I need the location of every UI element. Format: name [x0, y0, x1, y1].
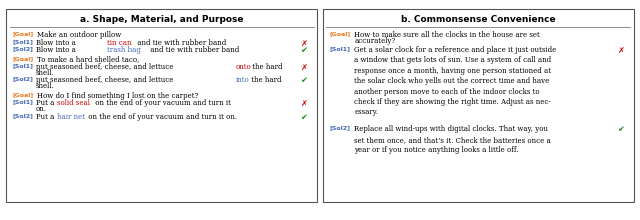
Text: Get a solar clock for a reference and place it just outside
a window that gets l: Get a solar clock for a reference and pl…: [355, 46, 557, 116]
Text: accurately?: accurately?: [355, 37, 396, 45]
Text: put seasoned beef, cheese, and lettuce: put seasoned beef, cheese, and lettuce: [36, 76, 175, 84]
Text: ✔: ✔: [301, 76, 307, 85]
Text: To make a hard shelled taco,: To make a hard shelled taco,: [38, 56, 140, 64]
Text: into: into: [236, 76, 250, 84]
Text: tin can: tin can: [108, 39, 132, 47]
Text: ✗: ✗: [301, 39, 307, 48]
Text: put seasoned beef, cheese, and lettuce: put seasoned beef, cheese, and lettuce: [36, 63, 175, 72]
Text: [Sol2]: [Sol2]: [13, 46, 33, 51]
Text: onto: onto: [236, 63, 252, 72]
Text: ✗: ✗: [618, 46, 624, 55]
Text: [Goal]: [Goal]: [330, 31, 351, 36]
Text: [Sol2]: [Sol2]: [13, 76, 33, 81]
Text: [Goal]: [Goal]: [13, 31, 34, 36]
Text: [Goal]: [Goal]: [13, 92, 34, 97]
FancyBboxPatch shape: [6, 9, 317, 202]
Text: ✔: ✔: [618, 125, 624, 134]
Text: a. Shape, Material, and Purpose: a. Shape, Material, and Purpose: [80, 15, 243, 24]
Text: [Goal]: [Goal]: [13, 56, 34, 61]
Text: Put a: Put a: [36, 113, 56, 121]
Text: trash bag: trash bag: [108, 46, 141, 54]
Text: [Sol1]: [Sol1]: [330, 46, 350, 51]
Text: [Sol2]: [Sol2]: [13, 113, 33, 118]
Text: ✗: ✗: [301, 63, 307, 72]
Text: Replace all wind-ups with digital clocks. That way, you
set them once, and that’: Replace all wind-ups with digital clocks…: [355, 125, 551, 154]
Text: b. Commonsense Convenience: b. Commonsense Convenience: [401, 15, 556, 24]
Text: Blow into a: Blow into a: [36, 39, 78, 47]
Text: Put a: Put a: [36, 99, 56, 107]
FancyBboxPatch shape: [323, 9, 634, 202]
Text: on the end of your vacuum and turn it on.: on the end of your vacuum and turn it on…: [86, 113, 237, 121]
Text: Make an outdoor pillow: Make an outdoor pillow: [38, 31, 122, 39]
Text: [Sol1]: [Sol1]: [13, 99, 33, 104]
Text: the hard: the hard: [250, 63, 283, 72]
Text: [Sol1]: [Sol1]: [13, 63, 33, 68]
Text: hair net: hair net: [57, 113, 84, 121]
Text: solid seal: solid seal: [57, 99, 90, 107]
Text: shell.: shell.: [36, 82, 54, 90]
Text: [Sol1]: [Sol1]: [13, 39, 33, 44]
Text: ✗: ✗: [301, 99, 307, 108]
Text: How do I find something I lost on the carpet?: How do I find something I lost on the ca…: [38, 92, 199, 100]
Text: on.: on.: [36, 105, 47, 113]
Text: Blow into a: Blow into a: [36, 46, 78, 54]
Text: and tie with rubber band: and tie with rubber band: [148, 46, 239, 54]
Text: and tie with rubber band: and tie with rubber band: [135, 39, 227, 47]
Text: ✔: ✔: [301, 46, 307, 55]
Text: on the end of your vacuum and turn it: on the end of your vacuum and turn it: [93, 99, 230, 107]
Text: ✔: ✔: [301, 113, 307, 122]
Text: How to make sure all the clocks in the house are set: How to make sure all the clocks in the h…: [355, 31, 540, 39]
Text: [Sol2]: [Sol2]: [330, 125, 350, 130]
Text: shell.: shell.: [36, 69, 54, 77]
Text: the hard: the hard: [249, 76, 282, 84]
